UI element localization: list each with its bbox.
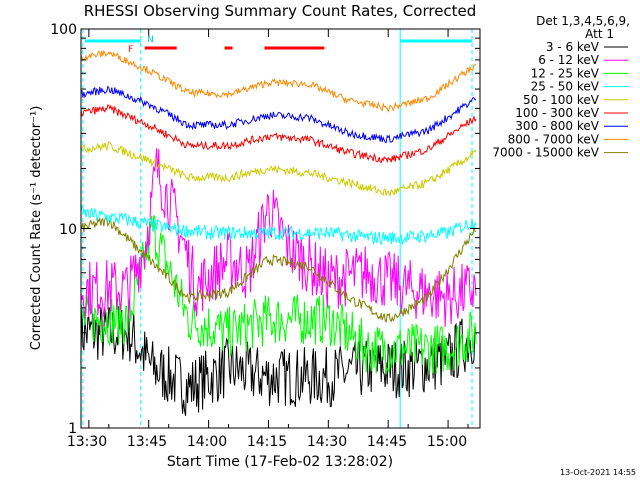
series-line-12-25-keV xyxy=(80,214,477,375)
y-axis-label: Corrected Count Rate (s⁻¹ detector⁻¹) xyxy=(29,106,44,351)
x-tick-label-1430: 14:30 xyxy=(307,434,347,450)
footer-date: 13-Oct-2021 14:55 xyxy=(560,468,636,477)
series-group xyxy=(80,49,477,416)
x-tick-label-1415: 14:15 xyxy=(247,434,287,450)
legend-label: 6 - 12 keV xyxy=(538,53,600,67)
x-tick-label-1500: 15:00 xyxy=(427,434,467,450)
x-tick-label-1330: 13:30 xyxy=(67,434,107,450)
legend-header: Det 1,3,4,5,6,9, xyxy=(536,14,630,28)
x-axis-label: Start Time (17-Feb-02 13:28:02) xyxy=(167,454,393,470)
legend-header-2: Att 1 xyxy=(585,27,614,41)
legend-label: 50 - 100 keV xyxy=(523,93,600,107)
legend-label: 25 - 50 keV xyxy=(531,80,600,94)
x-tick-label-1445: 14:45 xyxy=(367,434,407,450)
series-line-800-7000-keV xyxy=(80,49,477,113)
series-line-100-300-keV xyxy=(80,104,477,164)
flag-label-n: N xyxy=(147,35,154,45)
series-line-50-100-keV xyxy=(80,140,477,197)
legend-label: 7000 - 15000 keV xyxy=(492,146,599,160)
series-line-7000-15000-keV xyxy=(80,216,477,323)
chart-title: RHESSI Observing Summary Count Rates, Co… xyxy=(84,2,477,20)
y-tick-label-1: 1 xyxy=(68,421,77,437)
legend-label: 300 - 800 keV xyxy=(515,119,599,133)
legend-label: 3 - 6 keV xyxy=(546,40,600,54)
legend-label: 100 - 300 keV xyxy=(515,106,599,120)
y-tick-label-100: 100 xyxy=(50,22,77,38)
x-tick-label-1345: 13:45 xyxy=(127,434,167,450)
y-tick-label-10: 10 xyxy=(59,222,77,238)
axis-ticks xyxy=(81,29,480,429)
series-line-25-50-keV xyxy=(80,205,477,246)
flag-label-f: F xyxy=(128,45,133,55)
plot-lines xyxy=(82,29,473,428)
x-tick-label-1400: 14:00 xyxy=(187,434,227,450)
legend-label: 12 - 25 keV xyxy=(531,66,600,80)
legend-label: 800 - 7000 keV xyxy=(508,132,600,146)
series-line-300-800-keV xyxy=(80,85,476,143)
